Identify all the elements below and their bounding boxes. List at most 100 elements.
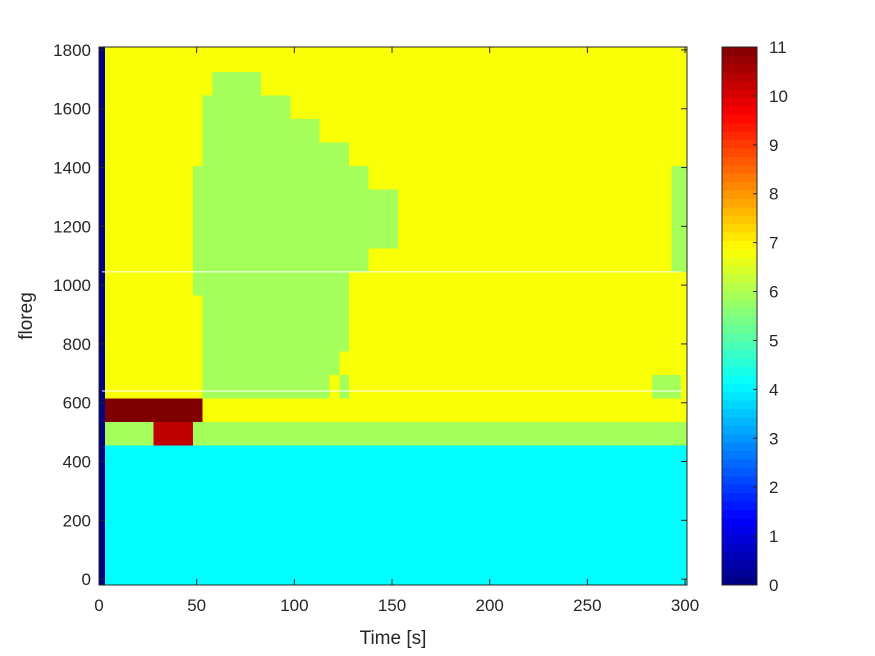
colorbar-swatch [722, 215, 757, 225]
y-axis-ticks: 0 200 400 600 800 1000 1200 1400 1600 1800 [53, 41, 687, 589]
colorbar-tick-label: 6 [769, 283, 778, 302]
colorbar-swatch [722, 391, 757, 401]
colorbar-swatch [722, 299, 757, 309]
colorbar-swatch [722, 450, 757, 460]
colorbar-swatch [722, 408, 757, 418]
colorbar-swatch [722, 63, 757, 73]
x-tick-label: 300 [671, 596, 699, 615]
y-tick-label: 1800 [53, 41, 91, 60]
colorbar-tick-label: 5 [769, 331, 778, 350]
heatmap-region-1 [104, 445, 687, 585]
colorbar-swatch [722, 433, 757, 443]
colorbar-swatch [722, 282, 757, 292]
colorbar-swatch [722, 173, 757, 183]
colorbar-swatch [722, 374, 757, 384]
colorbar-swatch [722, 248, 757, 258]
colorbar-swatch [722, 576, 757, 586]
colorbar-swatch [722, 206, 757, 216]
colorbar-tick-label: 0 [769, 576, 778, 595]
colorbar-swatch [722, 332, 757, 342]
colorbar-swatch [722, 400, 757, 410]
y-tick-label: 600 [63, 394, 91, 413]
heatmap-region-4 [153, 421, 193, 446]
y-tick-label: 400 [63, 453, 91, 472]
y-tick-label: 1600 [53, 100, 91, 119]
heatmap-region-10 [290, 119, 320, 399]
heatmap-region-18 [671, 166, 687, 272]
colorbar-swatch [722, 55, 757, 65]
colorbar-tick-label: 7 [769, 234, 778, 253]
colorbar-swatch [722, 231, 757, 241]
heatmap-region-6 [192, 166, 203, 296]
colorbar-swatch [722, 341, 757, 351]
colorbar-tick-label: 4 [769, 380, 778, 399]
x-tick-label: 50 [187, 596, 206, 615]
colorbar-swatch [722, 568, 757, 578]
colorbar-swatch [722, 181, 757, 191]
heatmap-region-15 [349, 166, 369, 272]
colorbar-frame [721, 46, 758, 586]
colorbar-ticks: 0 1 2 3 4 5 6 7 8 9 10 11 [753, 38, 788, 595]
x-tick-label: 100 [280, 596, 308, 615]
colorbar-swatch [722, 80, 757, 90]
y-tick-label: 200 [63, 511, 91, 530]
colorbar-swatch [722, 164, 757, 174]
colorbar-swatch [722, 324, 757, 334]
heatmap-region-9 [261, 95, 291, 399]
colorbar-swatch [722, 416, 757, 426]
colorbar-swatch [722, 240, 757, 250]
colorbar-tick-label: 11 [769, 38, 787, 57]
colorbar-swatch [722, 358, 757, 368]
colorbar-tick-label: 10 [769, 87, 788, 106]
colorbar-swatch [722, 89, 757, 99]
colorbar-swatch [722, 366, 757, 376]
colorbar-swatch [722, 198, 757, 208]
y-tick-label: 1400 [53, 159, 91, 178]
colorbar-swatch [722, 307, 757, 317]
colorbar-swatch [722, 526, 757, 536]
colorbar-swatch [722, 517, 757, 527]
colorbar-swatch [722, 467, 757, 477]
colorbar-swatch [722, 383, 757, 393]
colorbar-swatch [722, 257, 757, 267]
colorbar-swatch [722, 122, 757, 132]
colorbar-swatch [722, 273, 757, 283]
colorbar-tick-label: 8 [769, 185, 778, 204]
colorbar-tick-label: 1 [769, 527, 778, 546]
colorbar-swatch [722, 475, 757, 485]
colorbar-swatch [722, 105, 757, 115]
colorbar-swatch [722, 509, 757, 519]
colorbar-tick-label: 9 [769, 136, 778, 155]
colorbar-swatch [722, 147, 757, 157]
x-tick-label: 200 [476, 596, 504, 615]
colorbar-swatch [722, 442, 757, 452]
colorbar-swatch [722, 484, 757, 494]
colorbar-swatch [722, 492, 757, 502]
x-tick-label: 150 [378, 596, 406, 615]
x-tick-label: 250 [573, 596, 601, 615]
heatmap-region-12 [329, 142, 340, 375]
colorbar-swatch [722, 131, 757, 141]
heatmap-region-0 [99, 47, 105, 585]
plot-frame [98, 46, 688, 586]
heatmap-region-13 [339, 374, 350, 399]
colorbar-swatch [722, 156, 757, 166]
y-tick-label: 1200 [53, 217, 91, 236]
heatmap-region-17 [651, 374, 682, 399]
heatmap-region-14 [339, 142, 350, 352]
y-axis-label: floreg [16, 292, 37, 340]
colorbar-swatch [722, 97, 757, 107]
heatmap-region-7 [202, 95, 213, 399]
colorbar-swatch [722, 139, 757, 149]
colorbar-swatch [722, 47, 757, 57]
colorbar-swatch [722, 189, 757, 199]
colorbar-swatch [722, 223, 757, 233]
colorbar-swatch [722, 72, 757, 82]
colorbar-tick-label: 3 [769, 429, 778, 448]
colorbar-tick-label: 2 [769, 478, 778, 497]
y-tick-label: 0 [82, 570, 91, 589]
heatmap-region-16 [368, 189, 398, 249]
heatmap-region-3 [104, 421, 687, 446]
colorbar-swatch [722, 290, 757, 300]
